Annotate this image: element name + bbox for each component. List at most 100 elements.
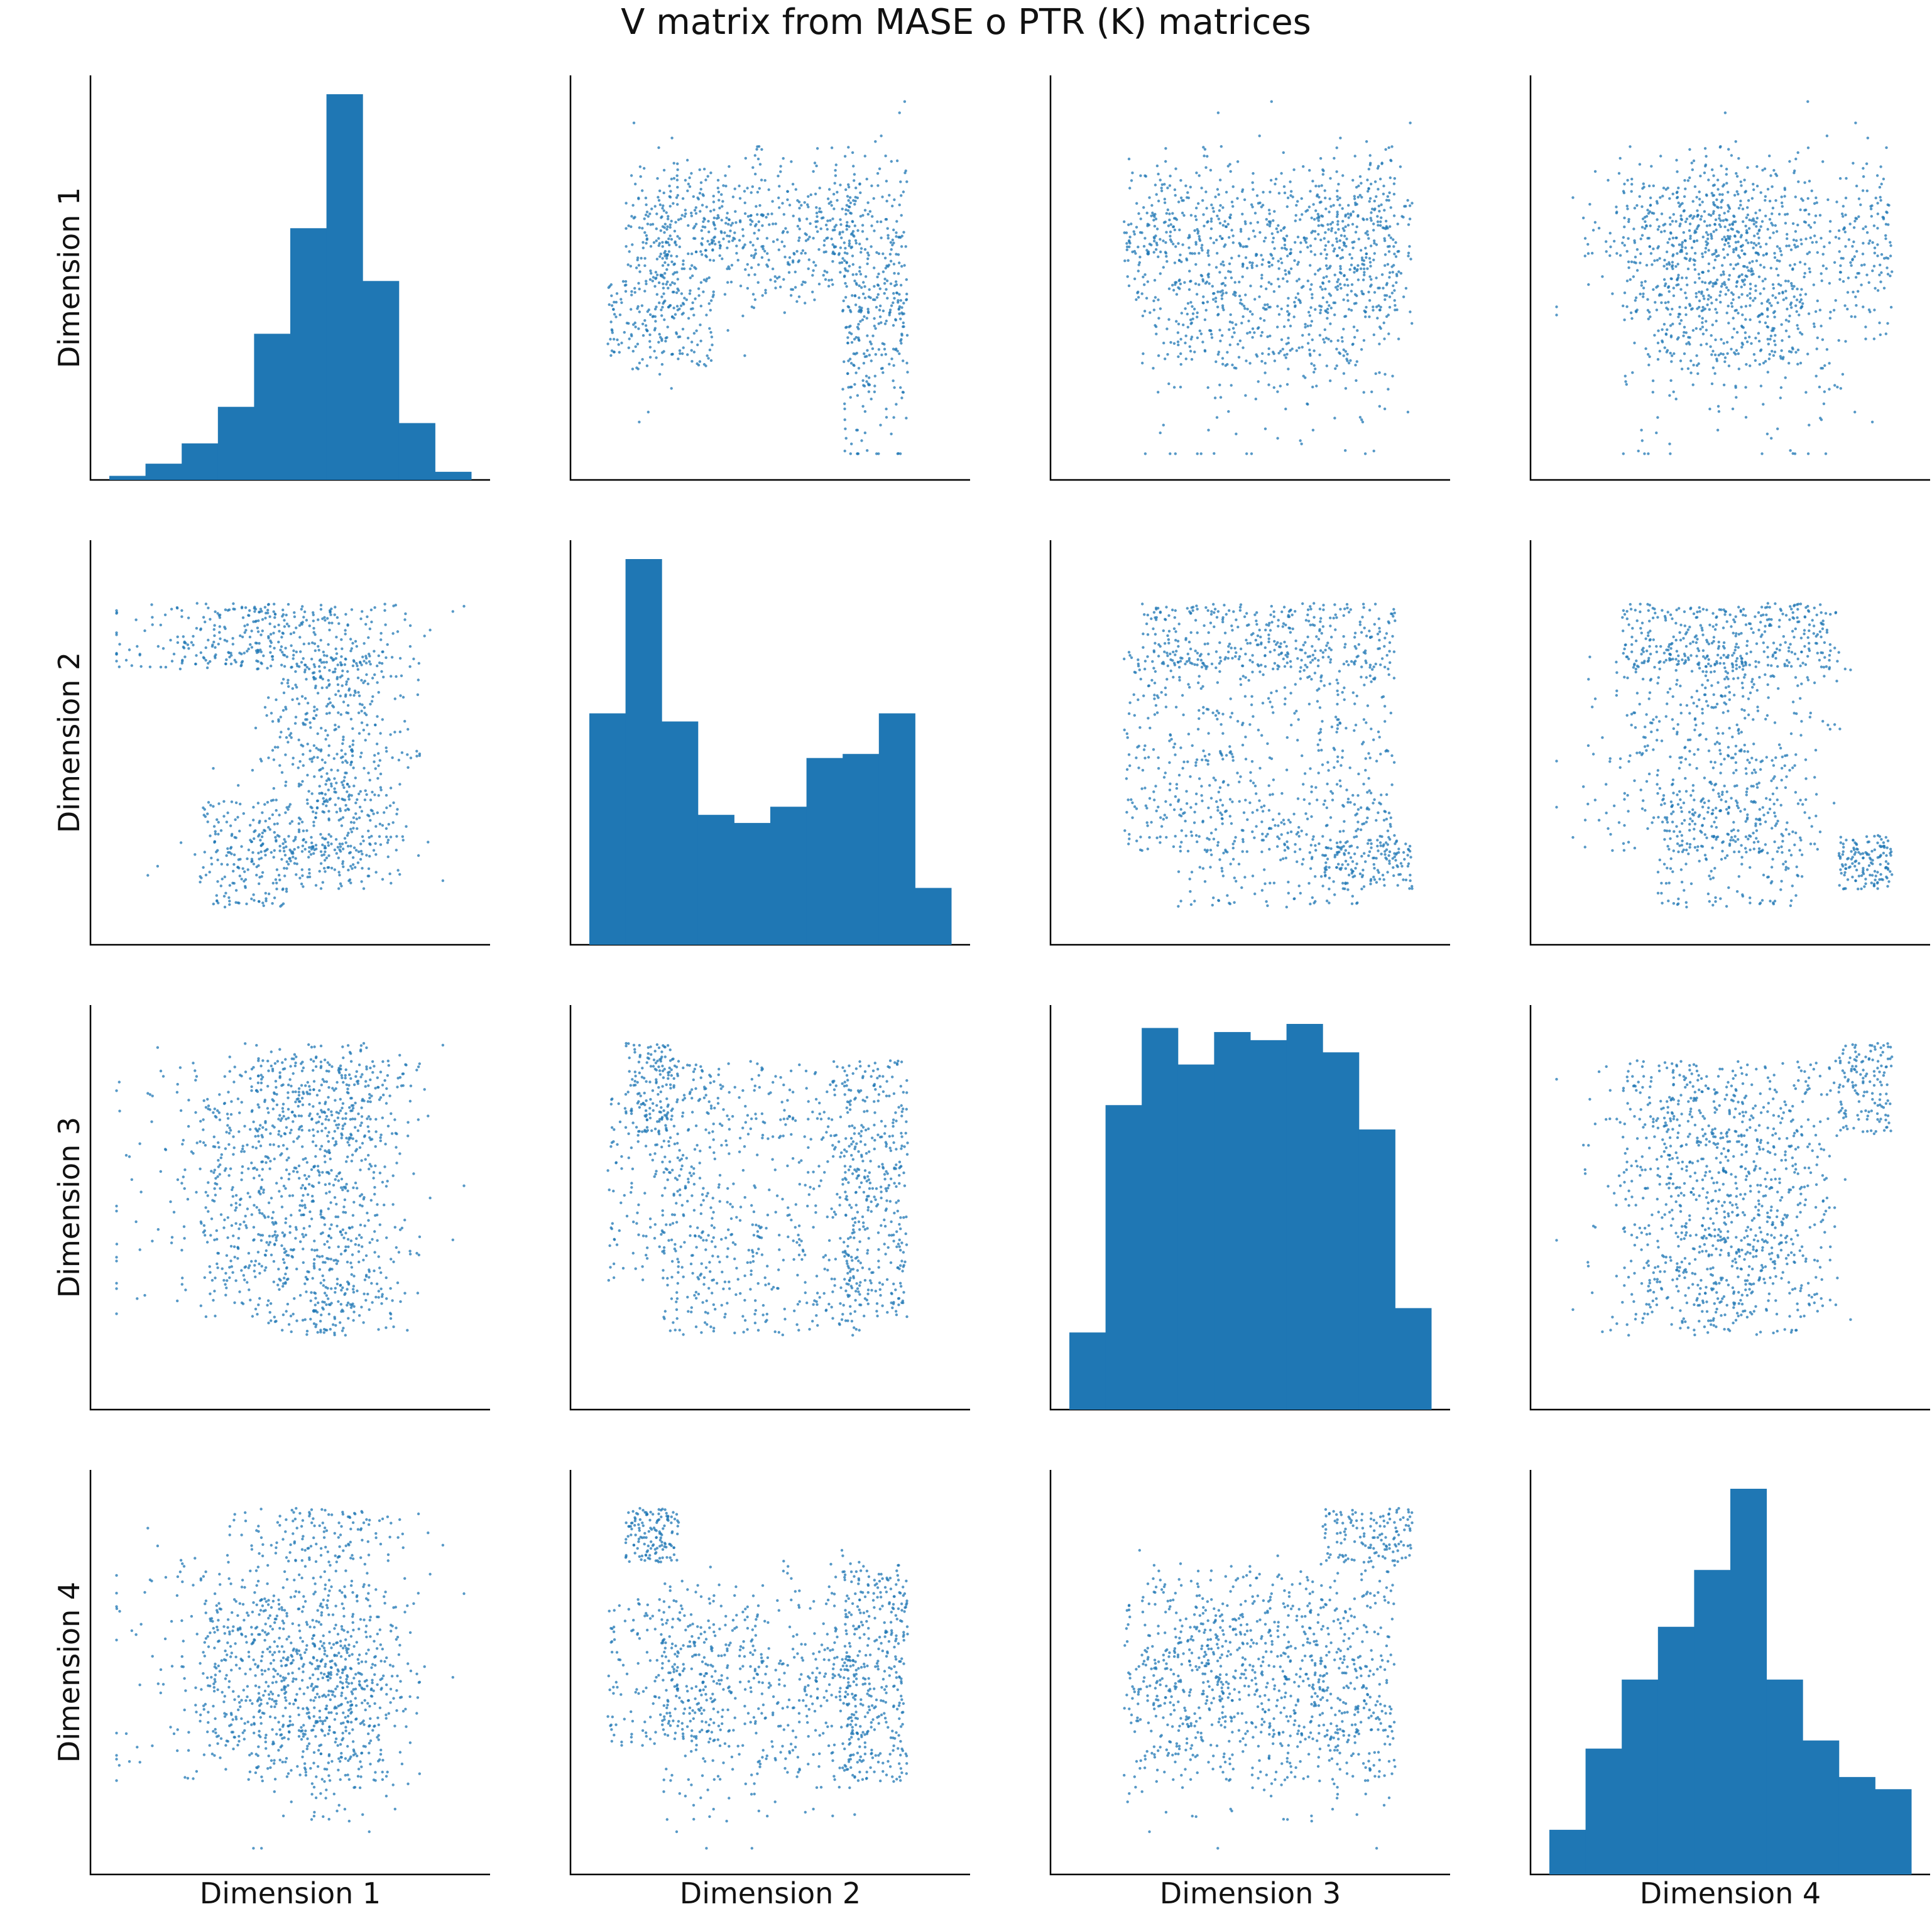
scatter-point <box>1366 178 1369 182</box>
scatter-point <box>1743 265 1746 268</box>
scatter-point <box>297 766 300 770</box>
scatter-point <box>278 849 281 852</box>
scatter-point <box>223 905 227 909</box>
scatter-point <box>1703 147 1707 150</box>
scatter-point <box>859 191 862 194</box>
scatter-point <box>1865 231 1869 234</box>
scatter-point <box>1190 357 1194 361</box>
scatter-point <box>668 195 671 198</box>
scatter-point <box>1682 210 1686 213</box>
scatter-point <box>708 348 712 352</box>
scatter-point <box>883 342 886 346</box>
scatter-point <box>1367 187 1370 190</box>
scatter-point <box>1686 267 1690 271</box>
scatter-point <box>670 254 673 258</box>
scatter-point <box>885 407 888 411</box>
scatter-point <box>838 231 842 234</box>
scatter-point <box>1687 335 1690 339</box>
scatter-point <box>1172 386 1176 389</box>
scatter-point <box>1175 218 1179 221</box>
scatter-point <box>657 244 660 247</box>
scatter-point <box>1704 165 1707 168</box>
scatter-point <box>334 838 338 841</box>
scatter-point <box>1771 283 1775 286</box>
scatter-point <box>1227 269 1230 273</box>
scatter-point <box>750 191 753 194</box>
scatter-point <box>782 213 786 216</box>
scatter-point <box>1329 264 1332 268</box>
scatter-point <box>1289 194 1292 197</box>
scatter-point <box>1339 136 1342 139</box>
scatter-point <box>758 204 761 207</box>
scatter-point <box>1695 327 1698 330</box>
scatter-point <box>1265 308 1268 311</box>
scatter-point <box>1771 207 1775 210</box>
scatter-point <box>638 165 642 168</box>
scatter-point <box>1862 175 1865 178</box>
histogram-bar <box>435 472 472 480</box>
scatter-point <box>1302 165 1305 168</box>
scatter-point <box>138 653 141 656</box>
scatter-point <box>1795 298 1799 302</box>
scatter-point <box>1306 280 1309 283</box>
scatter-point <box>1651 391 1654 394</box>
scatter-point <box>1852 290 1855 294</box>
scatter-point <box>1258 799 1261 802</box>
scatter-point <box>1346 284 1350 287</box>
scatter-point <box>1277 285 1281 288</box>
scatter-point <box>1338 830 1342 833</box>
scatter-point <box>1368 154 1372 157</box>
scatter-point <box>1250 203 1253 206</box>
scatter-point <box>1775 174 1779 177</box>
scatter-point <box>313 775 316 778</box>
scatter-point <box>846 195 849 198</box>
scatter-point <box>274 835 277 839</box>
scatter-point <box>1262 239 1266 243</box>
scatter-point <box>636 307 639 310</box>
scatter-point <box>266 801 270 804</box>
scatter-point <box>395 849 398 852</box>
scatter-point <box>1744 190 1747 194</box>
scatter-point <box>1282 325 1286 329</box>
scatter-point <box>1157 199 1160 203</box>
scatter-point <box>1727 229 1730 232</box>
scatter-point <box>1683 325 1686 329</box>
scatter-point <box>371 677 374 680</box>
scatter-point <box>1314 237 1317 241</box>
scatter-point <box>817 248 821 251</box>
scatter-point <box>669 234 672 237</box>
scatter-point <box>1838 271 1842 274</box>
scatter-point <box>1774 343 1777 347</box>
scatter-point <box>1623 291 1627 295</box>
scatter-point <box>1358 623 1362 626</box>
scatter-point <box>706 354 709 357</box>
scatter-point <box>258 641 261 645</box>
scatter-point <box>1613 239 1616 243</box>
scatter-point <box>1250 264 1253 267</box>
scatter-point <box>377 691 380 694</box>
scatter-point <box>349 851 352 854</box>
scatter-point <box>352 766 355 770</box>
scatter-point <box>1360 348 1363 351</box>
scatter-point <box>172 653 176 656</box>
scatter-point <box>1625 204 1629 208</box>
scatter-point <box>222 895 226 898</box>
scatter-point <box>885 180 888 183</box>
scatter-point <box>1303 239 1307 242</box>
scatter-point <box>893 296 896 300</box>
scatter-point <box>1208 282 1211 285</box>
scatter-point <box>830 146 834 150</box>
scatter-point <box>234 901 237 904</box>
scatter-point <box>841 257 844 260</box>
scatter-point <box>401 695 405 699</box>
scatter-point <box>1319 875 1323 878</box>
scatter-point <box>263 803 266 806</box>
scatter-point <box>1337 278 1340 281</box>
scatter-point <box>1175 293 1179 296</box>
scatter-point <box>824 224 828 227</box>
scatter-point <box>1228 343 1232 347</box>
scatter-point <box>415 754 418 758</box>
scatter-point <box>1372 665 1375 668</box>
scatter-point <box>1791 287 1794 290</box>
scatter-point <box>807 237 810 241</box>
